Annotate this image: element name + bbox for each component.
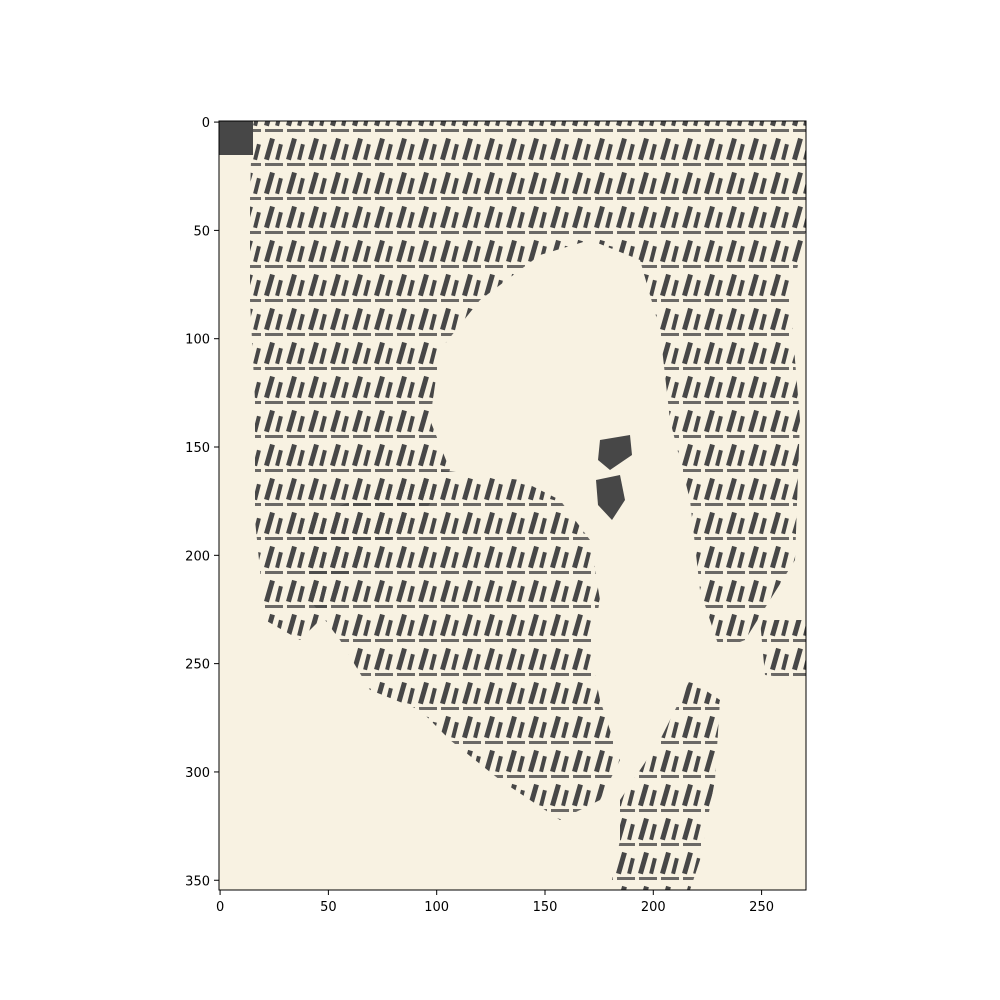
y-tick-label: 100 [185,333,210,348]
x-tick-label: 150 [533,900,558,915]
nose-mark [596,475,625,520]
corner-dark-patch [219,121,253,155]
y-tick-label: 250 [185,658,210,673]
y-axis: 0 50 100 150 200 250 300 350 [185,116,219,889]
x-tick-label: 0 [216,900,224,915]
etched-portrait-image [219,121,806,890]
x-tick-label: 50 [320,900,337,915]
y-tick-label: 350 [185,874,210,889]
y-tick-label: 150 [185,441,210,456]
axes-frame [218,120,807,891]
beard-region [300,470,620,820]
collar-region [610,680,720,890]
y-tick-label: 300 [185,766,210,781]
y-tick-label: 50 [193,224,210,239]
x-axis: 0 50 100 150 200 250 [216,890,774,915]
x-tick-label: 200 [641,900,666,915]
y-tick-label: 200 [185,549,210,564]
x-tick-label: 250 [749,900,774,915]
eye-mark [598,435,632,470]
y-tick-label: 0 [202,116,210,131]
right-edge-strokes [760,620,806,680]
x-tick-label: 100 [424,900,449,915]
